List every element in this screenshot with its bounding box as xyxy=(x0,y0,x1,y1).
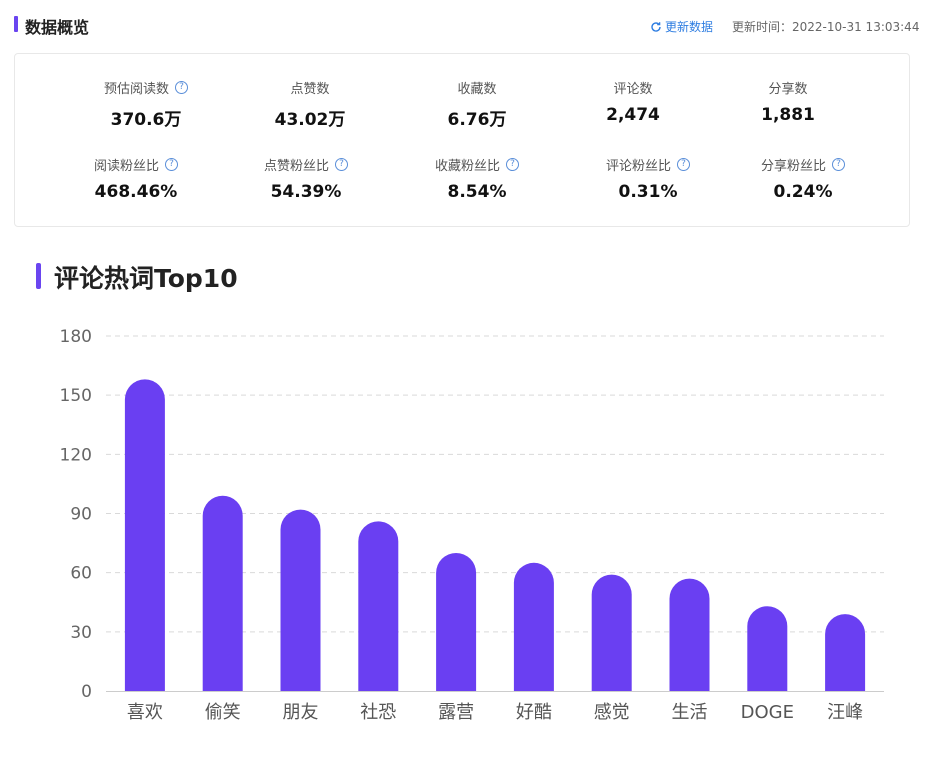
chart-title-accent xyxy=(36,263,41,289)
stat-value: 8.54% xyxy=(447,182,507,202)
stat-value: 2,474 xyxy=(606,105,660,125)
y-tick-label: 120 xyxy=(60,445,92,465)
stat-label: 分享数 xyxy=(768,82,808,97)
stat-value: 468.46% xyxy=(94,182,178,202)
y-tick-label: 30 xyxy=(70,623,92,643)
help-icon[interactable]: ? xyxy=(832,158,845,171)
stats-card: 预估阅读数? 370.6万 点赞数 43.02万 收藏数 6.76万 评论数 2… xyxy=(14,53,910,227)
bar xyxy=(669,578,710,691)
stat-like-fan-ratio: 点赞粉丝比? 54.39% xyxy=(221,155,391,202)
stat-favorite-fan-ratio: 收藏粉丝比? 8.54% xyxy=(392,155,562,202)
help-icon[interactable]: ? xyxy=(165,158,178,171)
stat-value: 0.24% xyxy=(773,182,833,202)
stat-value: 54.39% xyxy=(270,182,342,202)
help-icon[interactable]: ? xyxy=(677,158,690,171)
bar xyxy=(747,606,788,691)
overview-header: 数据概览 更新数据 更新时间：2022-10-31 13:03:44 xyxy=(14,10,919,40)
bar xyxy=(280,509,321,691)
stat-share-fan-ratio: 分享粉丝比? 0.24% xyxy=(718,155,888,202)
bar xyxy=(358,521,399,691)
stat-favorite-count: 收藏数 6.76万 xyxy=(392,78,562,130)
stat-label: 阅读粉丝比 xyxy=(93,159,159,174)
stat-value: 0.31% xyxy=(618,182,678,202)
refresh-label: 更新数据 xyxy=(665,20,714,34)
x-tick-label: 汪峰 xyxy=(827,702,863,723)
y-tick-label: 60 xyxy=(70,564,92,584)
help-icon[interactable]: ? xyxy=(506,158,519,171)
stat-label: 收藏数 xyxy=(457,82,497,97)
bar xyxy=(591,574,632,691)
stat-label: 点赞粉丝比 xyxy=(263,159,329,174)
stat-label: 评论数 xyxy=(613,82,653,97)
x-tick-label: 感觉 xyxy=(594,702,630,723)
bar xyxy=(513,562,554,691)
refresh-data-button[interactable]: 更新数据 xyxy=(650,18,713,35)
x-tick-label: 露营 xyxy=(438,702,474,723)
stat-value: 43.02万 xyxy=(274,110,346,130)
help-icon[interactable]: ? xyxy=(335,158,348,171)
bar xyxy=(124,379,165,691)
y-tick-label: 90 xyxy=(70,505,92,525)
stat-value: 1,881 xyxy=(761,105,815,125)
stat-value: 370.6万 xyxy=(110,110,182,130)
help-icon[interactable]: ? xyxy=(175,81,188,94)
bar xyxy=(825,614,866,691)
stat-read-count: 预估阅读数? 370.6万 xyxy=(61,78,231,130)
stat-label: 预估阅读数 xyxy=(103,82,169,97)
page-title: 数据概览 xyxy=(25,18,90,37)
update-time: 更新时间：2022-10-31 13:03:44 xyxy=(732,20,920,34)
stat-comment-fan-ratio: 评论粉丝比? 0.31% xyxy=(563,155,733,202)
stat-label: 评论粉丝比 xyxy=(605,159,671,174)
x-tick-label: 喜欢 xyxy=(127,702,163,723)
chart-title: 评论热词Top10 xyxy=(54,264,238,293)
x-tick-label: 朋友 xyxy=(283,702,319,723)
stat-share-count: 分享数 1,881 xyxy=(703,78,873,125)
stat-value: 6.76万 xyxy=(447,110,507,130)
x-tick-label: 生活 xyxy=(672,702,708,723)
x-tick-label: 好酷 xyxy=(516,702,552,723)
stat-like-count: 点赞数 43.02万 xyxy=(225,78,395,130)
stat-label: 收藏粉丝比 xyxy=(434,159,500,174)
x-tick-label: 偷笑 xyxy=(205,702,241,723)
bar xyxy=(436,552,477,691)
x-tick-label: DOGE xyxy=(741,702,794,723)
stat-label: 点赞数 xyxy=(290,82,330,97)
y-tick-label: 180 xyxy=(60,327,92,347)
hot-words-chart-section: 评论热词Top10 0 30 60 90 120 150 180 喜欢 偷笑 朋友 社恐 露营 好酷 感觉… xyxy=(0,245,929,764)
stat-comment-count: 评论数 2,474 xyxy=(548,78,718,125)
stat-label: 分享粉丝比 xyxy=(760,159,826,174)
bar xyxy=(202,495,243,691)
x-tick-label: 社恐 xyxy=(360,702,396,723)
stat-read-fan-ratio: 阅读粉丝比? 468.46% xyxy=(51,155,221,202)
y-tick-label: 150 xyxy=(60,386,92,406)
title-accent-bar xyxy=(14,16,18,32)
y-tick-label: 0 xyxy=(81,682,92,702)
refresh-icon xyxy=(651,21,661,32)
hot-words-bar-chart: 0 30 60 90 120 150 180 喜欢 偷笑 朋友 社恐 露营 好酷 感觉 生活 DOGE 汪峰 xyxy=(60,327,884,723)
